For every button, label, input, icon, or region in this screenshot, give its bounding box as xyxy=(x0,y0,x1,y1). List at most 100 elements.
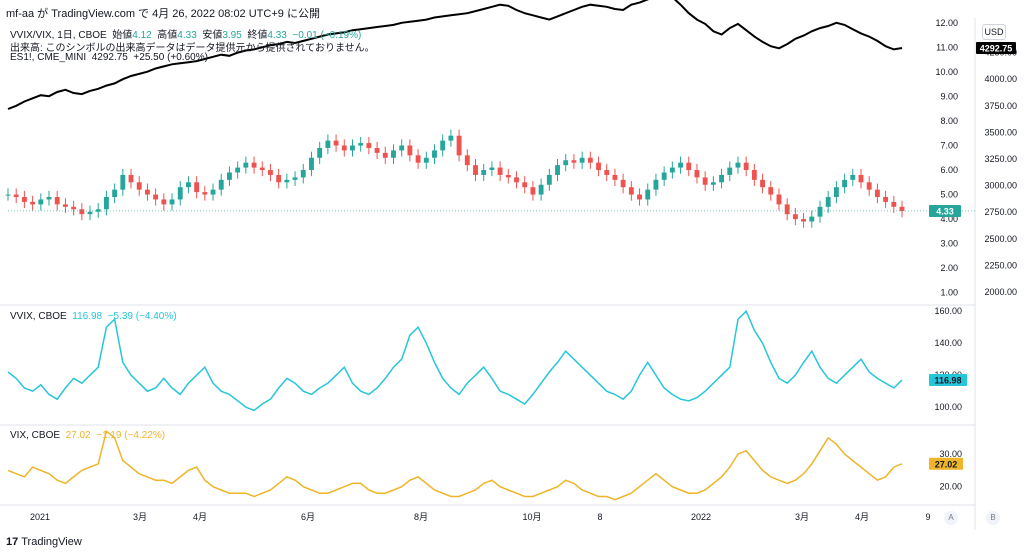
candle-body[interactable] xyxy=(628,187,634,195)
es1-line[interactable] xyxy=(7,0,903,110)
candle-body[interactable] xyxy=(120,174,126,190)
candle-body[interactable] xyxy=(612,174,618,180)
candle-body[interactable] xyxy=(883,197,889,202)
candle-body[interactable] xyxy=(300,170,306,178)
legend-vix[interactable]: VIX, CBOE 27.02 −1.19 (−4.22%) xyxy=(10,430,165,441)
candle-body[interactable] xyxy=(350,145,355,151)
candle-body[interactable] xyxy=(292,177,298,180)
candle-body[interactable] xyxy=(284,179,290,183)
candle-body[interactable] xyxy=(227,172,232,180)
candle-body[interactable] xyxy=(144,189,150,195)
candle-body[interactable] xyxy=(620,179,626,188)
candle-body[interactable] xyxy=(366,143,372,148)
candle-body[interactable] xyxy=(768,187,774,195)
candle-body[interactable] xyxy=(489,167,495,171)
candle-body[interactable] xyxy=(13,194,19,198)
candle-body[interactable] xyxy=(415,155,421,163)
candle-body[interactable] xyxy=(801,219,807,222)
candle-body[interactable] xyxy=(309,157,314,171)
candle-body[interactable] xyxy=(760,179,766,188)
candle-body[interactable] xyxy=(514,177,519,183)
candle-body[interactable] xyxy=(850,174,856,180)
button-a[interactable]: A xyxy=(944,511,958,525)
candle-body[interactable] xyxy=(374,147,380,153)
candle-body[interactable] xyxy=(874,189,880,198)
candle-body[interactable] xyxy=(809,216,815,222)
candle-body[interactable] xyxy=(358,143,364,146)
candle-body[interactable] xyxy=(825,197,831,207)
candle-body[interactable] xyxy=(833,187,839,198)
candle-body[interactable] xyxy=(153,194,159,200)
candle-body[interactable] xyxy=(743,162,749,171)
candle-body[interactable] xyxy=(210,189,216,195)
candle-body[interactable] xyxy=(5,194,11,196)
candle-body[interactable] xyxy=(899,206,905,211)
candle-body[interactable] xyxy=(653,179,659,190)
candle-body[interactable] xyxy=(382,152,388,158)
candle-body[interactable] xyxy=(563,160,569,166)
candle-body[interactable] xyxy=(202,192,208,195)
candle-body[interactable] xyxy=(555,165,560,175)
candle-body[interactable] xyxy=(727,167,733,175)
candle-body[interactable] xyxy=(645,189,651,200)
candle-body[interactable] xyxy=(497,167,503,175)
candle-body[interactable] xyxy=(87,211,93,215)
candle-body[interactable] xyxy=(473,165,478,175)
candle-body[interactable] xyxy=(604,170,610,175)
candle-body[interactable] xyxy=(333,140,339,146)
candle-body[interactable] xyxy=(669,167,675,173)
candle-body[interactable] xyxy=(407,145,413,156)
candle-body[interactable] xyxy=(579,157,585,163)
candle-body[interactable] xyxy=(54,197,60,205)
candle-body[interactable] xyxy=(702,177,708,185)
candle-body[interactable] xyxy=(637,194,642,200)
candle-body[interactable] xyxy=(259,167,265,171)
candle-body[interactable] xyxy=(46,197,52,200)
candle-body[interactable] xyxy=(38,199,44,205)
currency-button[interactable]: USD xyxy=(982,24,1006,40)
candle-body[interactable] xyxy=(792,214,798,220)
candle-body[interactable] xyxy=(218,179,224,190)
candle-body[interactable] xyxy=(505,174,511,178)
footer[interactable]: 17 TradingView xyxy=(6,536,82,548)
candle-body[interactable] xyxy=(817,206,823,217)
legend-vvix[interactable]: VVIX, CBOE 116.98 −5.39 (−4.40%) xyxy=(10,311,177,322)
candle-body[interactable] xyxy=(194,182,200,193)
candle-body[interactable] xyxy=(177,187,183,200)
candle-body[interactable] xyxy=(530,187,536,195)
candle-body[interactable] xyxy=(440,140,446,151)
candle-body[interactable] xyxy=(251,162,257,168)
candle-body[interactable] xyxy=(243,162,249,168)
candle-body[interactable] xyxy=(161,199,167,205)
candle-body[interactable] xyxy=(686,162,692,171)
candle-body[interactable] xyxy=(432,150,437,158)
candle-body[interactable] xyxy=(276,174,282,183)
vvix-line[interactable] xyxy=(7,309,903,412)
candle-body[interactable] xyxy=(341,145,347,151)
candle-body[interactable] xyxy=(538,184,544,195)
candle-body[interactable] xyxy=(481,170,487,175)
candle-body[interactable] xyxy=(186,182,191,188)
candle-body[interactable] xyxy=(268,170,273,175)
candle-body[interactable] xyxy=(71,206,77,210)
candle-body[interactable] xyxy=(751,170,757,180)
button-b[interactable]: B xyxy=(986,511,1000,525)
candle-body[interactable] xyxy=(464,155,470,166)
candle-body[interactable] xyxy=(694,170,700,178)
candle-body[interactable] xyxy=(95,209,101,212)
candle-body[interactable] xyxy=(858,174,864,183)
candle-body[interactable] xyxy=(571,160,577,163)
candle-body[interactable] xyxy=(21,197,27,202)
candle-body[interactable] xyxy=(235,167,241,173)
candle-body[interactable] xyxy=(79,209,85,215)
candle-body[interactable] xyxy=(128,174,134,183)
candle-body[interactable] xyxy=(317,147,323,158)
candle-body[interactable] xyxy=(391,150,396,158)
candle-body[interactable] xyxy=(456,135,462,156)
candle-body[interactable] xyxy=(30,201,36,205)
legend-es1[interactable]: ES1!, CME_MINI 4292.75 +25.50 (+0.60%) xyxy=(10,52,208,63)
candle-body[interactable] xyxy=(776,194,782,205)
candle-body[interactable] xyxy=(587,157,593,163)
vix-line[interactable] xyxy=(7,429,903,501)
